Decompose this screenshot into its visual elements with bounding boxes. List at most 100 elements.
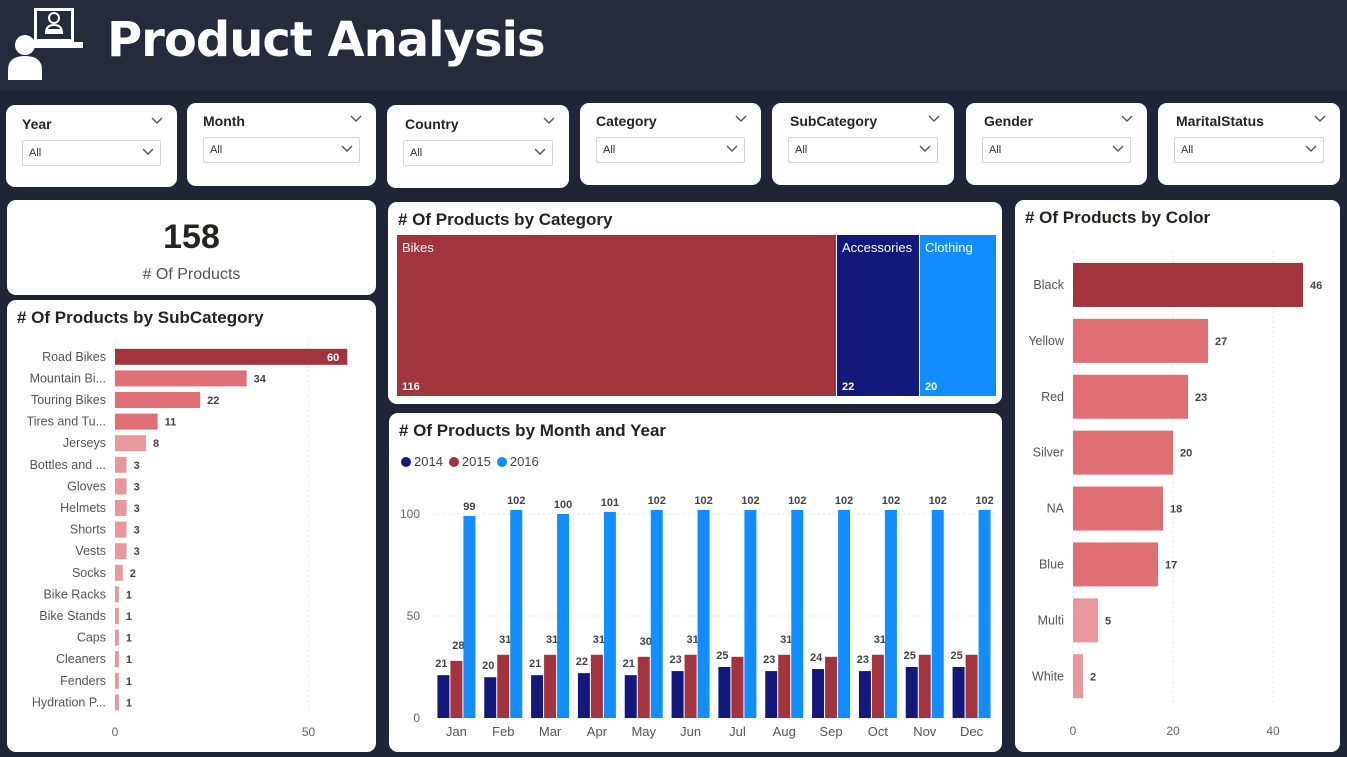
legend-label: 2015 bbox=[461, 454, 491, 469]
column-2014 bbox=[952, 667, 965, 718]
column-2014 bbox=[531, 675, 544, 718]
column-2015 bbox=[731, 656, 744, 718]
treemap-block-accessories[interactable]: Accessories 22 bbox=[837, 235, 919, 396]
treemap-label: Accessories bbox=[842, 240, 913, 255]
slicer-year[interactable]: Year All bbox=[6, 105, 177, 187]
data-label: 18 bbox=[1170, 504, 1182, 516]
column-2014 bbox=[484, 677, 497, 718]
category-label: Hydration P... bbox=[32, 695, 106, 709]
data-label: 25 bbox=[950, 650, 962, 662]
bar bbox=[115, 392, 201, 408]
category-chart-card: # Of Products by Category Bikes 116 Acce… bbox=[388, 202, 1002, 404]
data-label: 102 bbox=[975, 495, 993, 507]
bar bbox=[115, 500, 127, 516]
treemap-label: Bikes bbox=[402, 240, 434, 255]
x-tick-label: Apr bbox=[587, 724, 608, 739]
category-label: Jerseys bbox=[63, 436, 106, 450]
data-label: 20 bbox=[482, 660, 494, 672]
slicer-dropdown[interactable]: All bbox=[596, 137, 745, 163]
slicer-dropdown[interactable]: All bbox=[203, 137, 360, 163]
slicer-maritalstatus[interactable]: MaritalStatus All bbox=[1158, 103, 1340, 185]
chevron-down-icon bbox=[919, 145, 931, 152]
bar bbox=[1073, 598, 1098, 643]
x-tick-label: 0 bbox=[1070, 724, 1077, 738]
bar bbox=[115, 348, 348, 365]
slicer-dropdown[interactable]: All bbox=[403, 140, 553, 166]
slicer-dropdown[interactable]: All bbox=[22, 140, 161, 166]
category-label: NA bbox=[1047, 502, 1065, 516]
treemap-label: Clothing bbox=[925, 240, 973, 255]
bar bbox=[115, 629, 119, 646]
slicer-title: Year bbox=[22, 116, 52, 132]
x-tick-label: Mar bbox=[539, 724, 562, 739]
chevron-down-icon bbox=[341, 145, 353, 152]
bar bbox=[115, 413, 158, 430]
category-label: Touring Bikes bbox=[31, 393, 106, 407]
data-label: 102 bbox=[741, 495, 759, 507]
slicer-month[interactable]: Month All bbox=[187, 103, 376, 186]
chart-title: # Of Products by Month and Year bbox=[399, 421, 667, 440]
category-label: Fenders bbox=[60, 674, 106, 688]
column-2015 bbox=[918, 654, 931, 718]
treemap-block-bikes[interactable]: Bikes 116 bbox=[397, 235, 836, 396]
category-label: Road Bikes bbox=[42, 350, 106, 364]
slicer-dropdown[interactable]: All bbox=[982, 137, 1131, 163]
legend-dot bbox=[496, 456, 507, 467]
chart-title: # Of Products by Color bbox=[1025, 208, 1211, 227]
data-label: 17 bbox=[1165, 559, 1177, 571]
data-label: 99 bbox=[463, 501, 475, 513]
x-tick-label: Jun bbox=[680, 724, 701, 739]
column-2016 bbox=[510, 509, 523, 718]
legend-item[interactable]: 2014 bbox=[401, 454, 443, 469]
bar bbox=[115, 651, 119, 668]
category-label: Blue bbox=[1039, 557, 1064, 571]
column-2016 bbox=[884, 509, 897, 718]
data-label: 1 bbox=[126, 633, 132, 645]
slicer-gender[interactable]: Gender All bbox=[966, 103, 1147, 185]
chart-title: # Of Products by SubCategory bbox=[17, 308, 264, 327]
chevron-down-icon bbox=[142, 148, 154, 155]
column-2014 bbox=[671, 671, 684, 718]
chevron-down-icon bbox=[1305, 145, 1317, 152]
slicer-country[interactable]: Country All bbox=[387, 105, 569, 188]
column-2016 bbox=[650, 509, 663, 718]
category-label: Red bbox=[1041, 390, 1064, 404]
slicer-subcategory[interactable]: SubCategory All bbox=[772, 103, 954, 185]
bar bbox=[1073, 486, 1163, 531]
slicer-dropdown[interactable]: All bbox=[1174, 137, 1324, 163]
slicer-category[interactable]: Category All bbox=[580, 103, 761, 185]
bar bbox=[115, 456, 127, 473]
y-tick-label: 50 bbox=[407, 609, 421, 623]
category-label: Gloves bbox=[67, 479, 106, 493]
legend-dot bbox=[401, 456, 411, 467]
data-label: 25 bbox=[716, 650, 728, 662]
legend-item[interactable]: 2016 bbox=[496, 454, 539, 469]
data-label: 24 bbox=[810, 652, 823, 664]
data-label: 34 bbox=[254, 373, 267, 385]
slicer-dropdown[interactable]: All bbox=[788, 137, 938, 163]
subcategory-chart-card: # Of Products by SubCategory 0 50 Road Bik… bbox=[7, 300, 376, 752]
chevron-down-icon bbox=[151, 117, 163, 124]
treemap-block-clothing[interactable]: Clothing 20 bbox=[920, 235, 996, 396]
legend-item[interactable]: 2015 bbox=[448, 454, 491, 469]
column-2015 bbox=[778, 654, 791, 718]
presenter-at-desk-icon bbox=[8, 8, 83, 80]
data-label: 2 bbox=[1090, 671, 1096, 683]
kpi-value: 158 bbox=[163, 218, 220, 256]
data-label: 1 bbox=[126, 654, 132, 666]
column-2016 bbox=[791, 509, 804, 718]
bar bbox=[115, 586, 119, 603]
data-label: 21 bbox=[435, 658, 447, 670]
bar bbox=[115, 543, 127, 560]
legend-dot bbox=[448, 456, 459, 467]
bar bbox=[1073, 374, 1188, 419]
data-label: 21 bbox=[529, 658, 541, 670]
color-chart-card: # Of Products by Color 0 20 40 Black 46 Yello… bbox=[1015, 200, 1340, 752]
category-label: Multi bbox=[1038, 613, 1064, 627]
category-label: Bottles and ... bbox=[30, 458, 106, 472]
data-label: 31 bbox=[546, 634, 558, 646]
data-label: 60 bbox=[327, 352, 339, 364]
data-label: 1 bbox=[126, 611, 132, 623]
slicer-value: All bbox=[989, 144, 1002, 156]
legend-label: 2014 bbox=[414, 454, 443, 469]
